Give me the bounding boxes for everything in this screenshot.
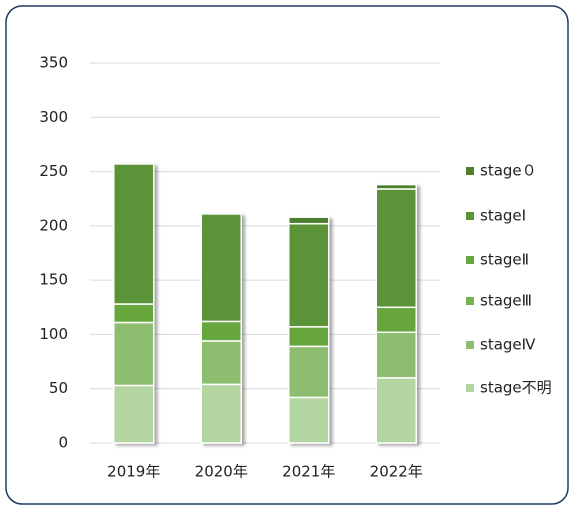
bar-segment <box>288 216 330 225</box>
bar-segment <box>288 345 330 399</box>
legend-swatch <box>466 341 474 349</box>
bar-stack <box>288 216 330 444</box>
bar-segment <box>288 222 330 328</box>
legend-label: stageⅠ <box>480 207 526 225</box>
legend-swatch <box>466 212 474 220</box>
bar-segment <box>375 183 417 190</box>
y-tick-label: 350 <box>39 54 68 72</box>
bar-segment <box>375 306 417 334</box>
y-tick-label: 150 <box>39 271 68 289</box>
y-tick-label: 200 <box>39 216 68 234</box>
bar-segment <box>288 396 330 444</box>
legend-label: stageⅣ <box>480 336 536 354</box>
bar-segment <box>288 326 330 348</box>
x-tick-label: 2022年 <box>370 463 423 481</box>
y-tick-label: 50 <box>49 379 68 397</box>
bar-segment <box>113 321 155 387</box>
bar-segment <box>200 340 242 386</box>
y-tick-label: 250 <box>39 162 68 180</box>
legend-label: stage不明 <box>480 379 552 397</box>
bar-segment <box>200 213 242 323</box>
bar-stack <box>375 183 417 444</box>
y-tick-label: 0 <box>58 434 68 452</box>
bar-segment <box>375 188 417 309</box>
legend-swatch <box>466 297 474 305</box>
bar-stack <box>113 163 155 444</box>
x-tick-label: 2019年 <box>107 463 160 481</box>
legend-label: stageⅡ <box>480 251 529 269</box>
legend-label: stageⅢ <box>480 292 532 310</box>
bar-segment <box>375 331 417 379</box>
legend-label: stage０ <box>480 162 537 180</box>
bar-segment <box>113 303 155 324</box>
bar-segment <box>200 383 242 444</box>
y-tick-label: 300 <box>39 108 68 126</box>
bar-segment <box>200 320 242 342</box>
legend-swatch <box>466 256 474 264</box>
legend-swatch <box>466 384 474 392</box>
legend-swatch <box>466 167 474 175</box>
bar-segment <box>113 384 155 444</box>
bar-stack <box>200 213 242 444</box>
x-tick-label: 2020年 <box>195 463 248 481</box>
x-tick-label: 2021年 <box>282 463 335 481</box>
bar-segment <box>375 377 417 444</box>
bar-segment <box>113 163 155 305</box>
y-tick-label: 100 <box>39 325 68 343</box>
